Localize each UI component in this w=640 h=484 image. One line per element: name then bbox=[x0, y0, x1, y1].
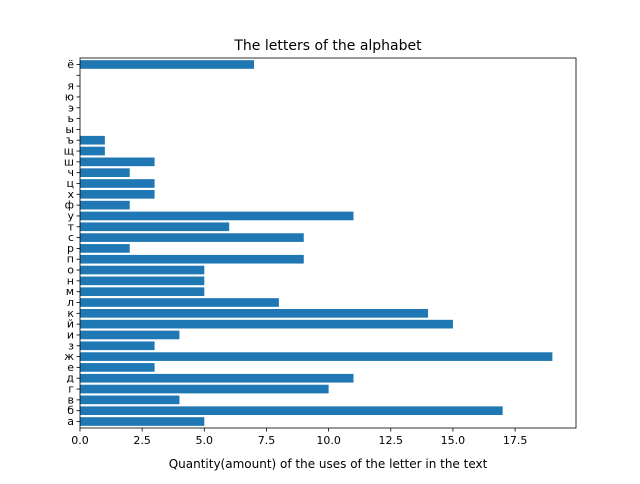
bar bbox=[80, 200, 130, 210]
bar bbox=[80, 135, 105, 145]
y-tick-label: р bbox=[67, 242, 74, 255]
y-tick-label: ю bbox=[65, 90, 74, 103]
bar bbox=[80, 319, 453, 329]
bar bbox=[80, 168, 130, 178]
bar bbox=[80, 395, 180, 405]
y-tick-label: ь bbox=[68, 112, 74, 125]
bar bbox=[80, 406, 503, 416]
y-tick-label: й bbox=[67, 318, 74, 331]
x-tick-label: 5.0 bbox=[196, 434, 214, 447]
y-tick-label: з bbox=[68, 339, 74, 352]
x-axis-label: Quantity(amount) of the uses of the lett… bbox=[169, 457, 488, 471]
plot-frame bbox=[79, 57, 577, 429]
y-tick-label: о bbox=[67, 264, 74, 277]
x-tick-label: 10.0 bbox=[316, 434, 341, 447]
y-tick-label: ы bbox=[65, 123, 74, 136]
y-tick-label: с bbox=[68, 231, 74, 244]
bar bbox=[80, 157, 155, 167]
y-tick-label: м bbox=[66, 285, 74, 298]
bar bbox=[80, 179, 155, 188]
y-tick-label: в bbox=[68, 393, 74, 406]
y-tick-label: а bbox=[67, 415, 74, 428]
y-tick-label: к bbox=[67, 307, 74, 320]
bar bbox=[80, 352, 553, 361]
bar bbox=[80, 254, 304, 264]
x-tick-label: 15.0 bbox=[441, 434, 466, 447]
y-tick-label: ъ bbox=[66, 134, 74, 147]
bar bbox=[80, 308, 429, 318]
y-tick-label: п bbox=[67, 253, 74, 266]
y-tick-label: н bbox=[67, 274, 74, 287]
chart-title: The letters of the alphabet bbox=[233, 38, 422, 54]
y-tick-label: ч bbox=[68, 166, 75, 179]
x-tick-label: 0.0 bbox=[71, 434, 89, 447]
bar bbox=[80, 146, 105, 156]
bar bbox=[80, 341, 155, 351]
y-tick-label: я bbox=[67, 80, 74, 93]
bar bbox=[80, 298, 279, 307]
y-tick-label: х bbox=[67, 188, 74, 201]
bar bbox=[80, 244, 130, 253]
y-tick-label: ц bbox=[67, 177, 75, 190]
y-tick-label: г bbox=[68, 383, 74, 396]
bar bbox=[80, 384, 329, 394]
y-tick-label: т bbox=[68, 220, 75, 233]
x-tick-label: 7.5 bbox=[258, 434, 276, 447]
bar bbox=[80, 417, 205, 426]
x-tick-label: 12.5 bbox=[379, 434, 404, 447]
bar bbox=[80, 233, 304, 242]
y-tick-label: ж bbox=[64, 350, 74, 363]
y-tick-label: л bbox=[67, 296, 74, 309]
bar bbox=[80, 373, 354, 383]
bars-group bbox=[80, 60, 553, 426]
bar bbox=[80, 60, 255, 69]
bar bbox=[80, 287, 205, 297]
x-tick-label: 2.5 bbox=[133, 434, 151, 447]
bar bbox=[80, 189, 155, 199]
y-tick-label: у bbox=[67, 209, 74, 222]
y-tick-label: щ bbox=[64, 145, 74, 158]
bar bbox=[80, 276, 205, 286]
y-tick-label: д bbox=[66, 372, 74, 385]
y-tick-label: ш bbox=[64, 155, 74, 168]
y-tick-label: ф bbox=[65, 199, 74, 212]
x-tick-label: 17.5 bbox=[503, 434, 528, 447]
y-tick-label: е bbox=[67, 361, 74, 374]
bar bbox=[80, 363, 155, 372]
bar bbox=[80, 222, 230, 232]
bar bbox=[80, 211, 354, 221]
y-tick-label: э bbox=[68, 101, 74, 114]
y-tick-label: ё bbox=[67, 58, 74, 71]
bar bbox=[80, 330, 180, 340]
bar bbox=[80, 265, 205, 275]
x-axis-ticks: 0.0 2.5 5.0 7.5 10.0 12.5 15.0 17.5 bbox=[71, 428, 527, 447]
y-tick-label: б bbox=[67, 404, 74, 417]
y-tick-label: и bbox=[67, 328, 74, 341]
